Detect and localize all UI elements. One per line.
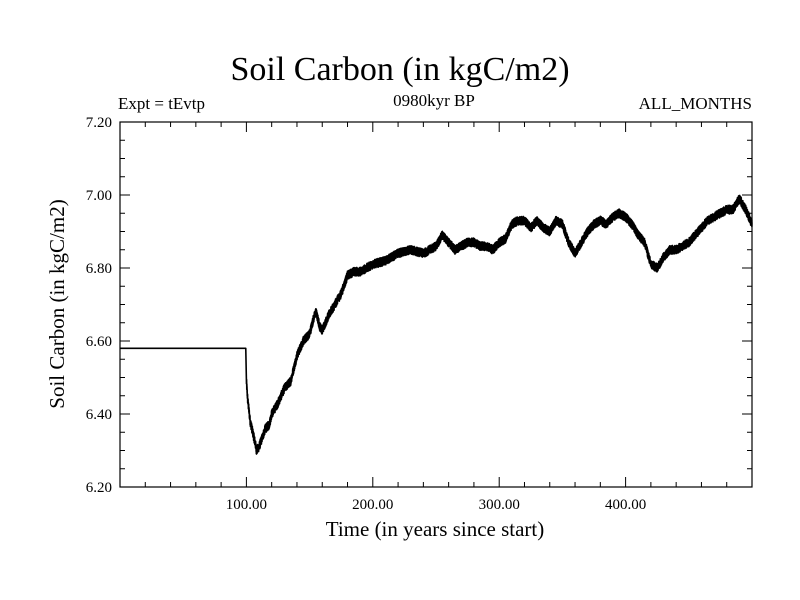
- x-tick-label: 300.00: [479, 497, 520, 513]
- plot-frame: [119, 121, 753, 488]
- y-tick-label: 6.80: [86, 261, 112, 277]
- x-axis: 100.00 200.00 300.00 400.00: [144, 122, 728, 513]
- x-tick-label: 200.00: [352, 497, 393, 513]
- series-group: [120, 194, 753, 455]
- months-label: ALL_MONTHS: [638, 94, 752, 113]
- y-axis-label: Soil Carbon (in kgC/m2): [45, 199, 69, 408]
- x-tick-label: 100.00: [226, 497, 267, 513]
- y-tick-label: 6.20: [86, 480, 112, 496]
- y-tick-label: 6.40: [86, 407, 112, 423]
- y-axis: 6.20 6.40 6.60 6.80 7.00 7.20: [86, 115, 752, 496]
- y-tick-label: 7.20: [86, 115, 112, 131]
- experiment-label: Expt = tEvtp: [118, 94, 206, 113]
- series-line: [120, 194, 753, 455]
- y-tick-label: 6.60: [86, 334, 112, 350]
- chart-title: Soil Carbon (in kgC/m2): [230, 51, 570, 88]
- x-tick-label: 400.00: [605, 497, 646, 513]
- period-label: 0980kyr BP: [393, 91, 475, 110]
- y-tick-label: 7.00: [86, 188, 112, 204]
- x-axis-label: Time (in years since start): [326, 517, 545, 541]
